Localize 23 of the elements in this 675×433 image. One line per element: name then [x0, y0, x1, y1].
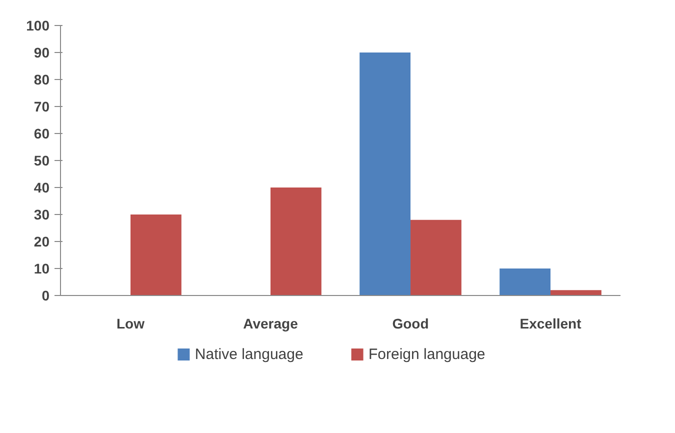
y-tick-label: 80 [34, 72, 50, 88]
legend-label: Native language [194, 346, 304, 363]
x-tick-label: Excellent [520, 316, 582, 332]
y-tick-label: 40 [34, 180, 50, 196]
y-tick-label: 0 [42, 288, 50, 304]
bar [410, 220, 462, 296]
y-tick-label: 100 [26, 18, 50, 34]
x-tick-label: Low [116, 316, 145, 332]
y-tick-label: 60 [34, 126, 50, 142]
legend-label: Foreign language [368, 346, 486, 363]
x-tick-label: Average [243, 316, 298, 332]
y-tick-label: 20 [34, 234, 50, 250]
bar [550, 290, 602, 296]
y-tick-label: 70 [34, 98, 50, 114]
bar [130, 214, 182, 296]
bar [360, 52, 410, 296]
y-tick-label: 10 [34, 260, 50, 276]
bar [270, 188, 322, 296]
x-tick-label: Good [392, 316, 429, 332]
y-tick-label: 30 [34, 206, 50, 222]
bar [500, 268, 550, 296]
y-tick-label: 90 [34, 44, 50, 60]
y-tick-label: 50 [34, 152, 50, 168]
